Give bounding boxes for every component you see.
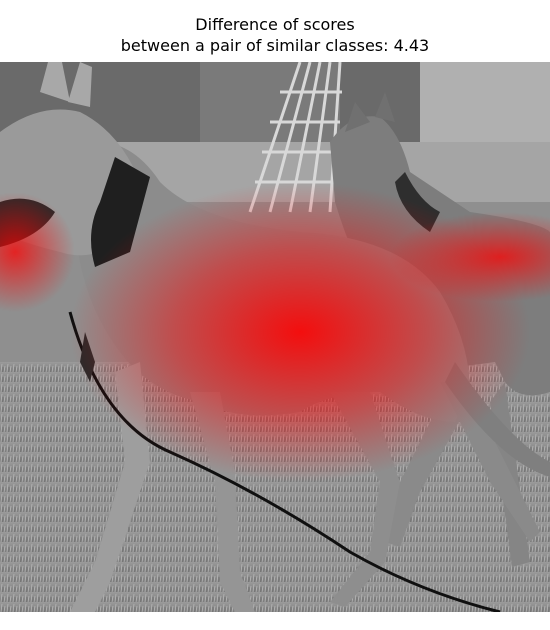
title-line-2: between a pair of similar classes: 4.43	[120, 36, 430, 55]
photo-canvas	[0, 62, 550, 612]
wicker-stand	[248, 62, 342, 213]
title-line-1: Difference of scores	[195, 15, 355, 34]
saliency-photo	[0, 62, 550, 612]
figure-title: Difference of scores between a pair of s…	[0, 14, 550, 56]
saliency-heatmap	[0, 182, 550, 482]
